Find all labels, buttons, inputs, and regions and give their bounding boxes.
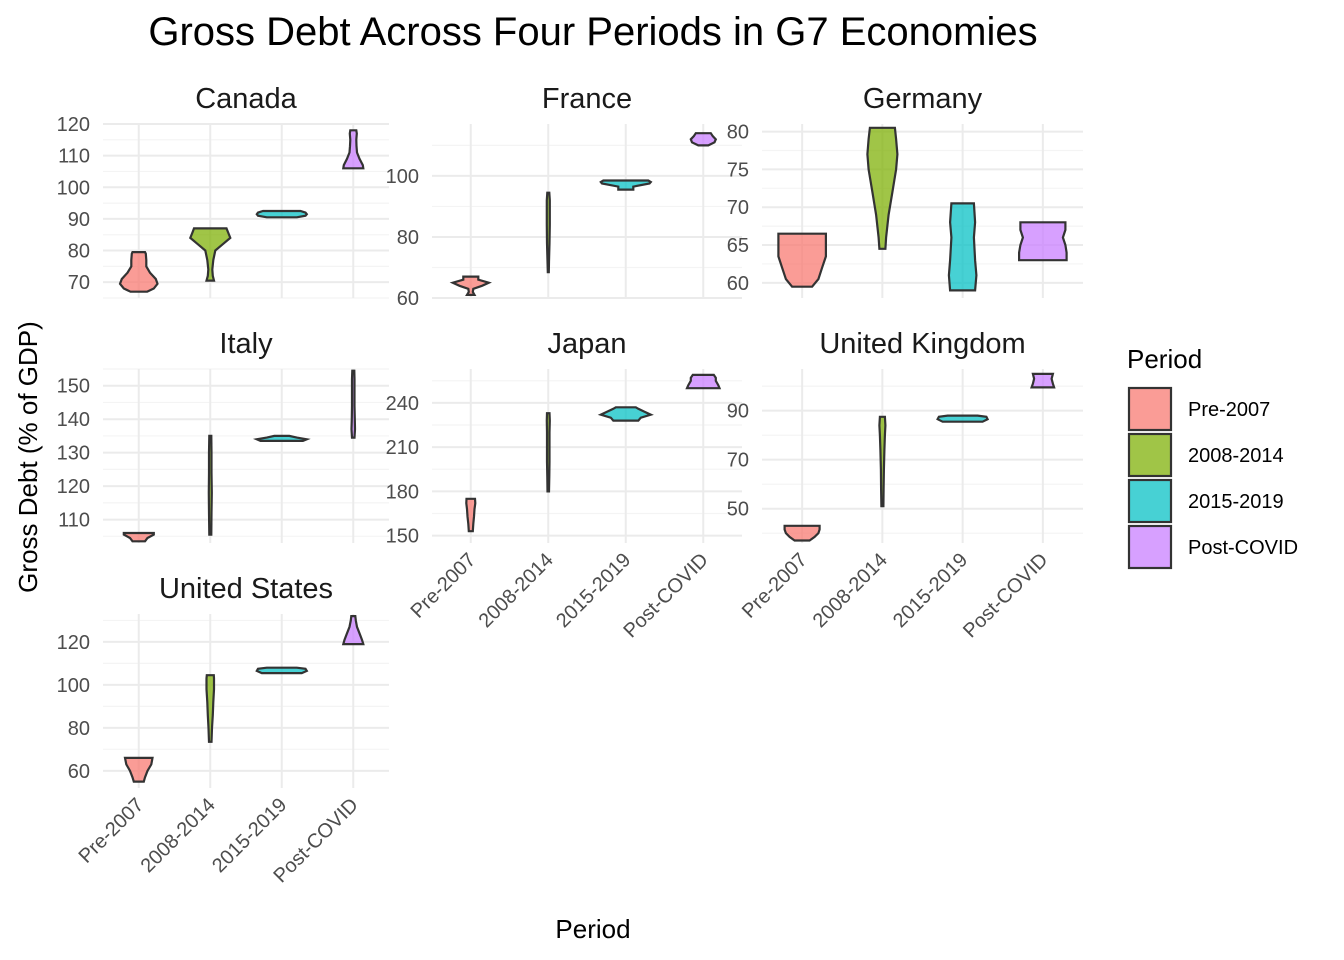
violin-germany-2008-2014 [866,126,899,250]
y-tick-label: 150 [57,376,90,398]
violin-canada-pre-2007 [118,251,159,293]
y-tick-label: 110 [58,510,90,532]
violin-italy-2015-2019 [252,434,311,442]
y-tick-label: 90 [68,209,90,231]
violin-canada-2015-2019 [255,209,309,219]
legend-label-pre-2007: Pre-2007 [1188,399,1270,421]
violin-japan-post-covid [685,373,722,390]
legend-key-post-covid [1127,524,1173,570]
violin-japan-pre-2007 [465,497,477,533]
violin-france-2015-2019 [599,179,653,191]
facet-title: Japan [547,328,626,360]
y-tick-label: 240 [386,393,419,415]
violin-united-states-post-covid [341,615,365,646]
facet-panels: 70 80 90 100 110 120 Canada 60 80 100 France 60 65 70… [57,83,1083,887]
y-tick-label: 60 [68,761,90,783]
y-tick-label: 60 [727,273,749,295]
y-tick-label: 150 [386,526,419,548]
facet-title: France [542,83,632,115]
facet-title: United States [159,573,333,605]
y-tick-label: 100 [57,675,90,697]
facet-title: Italy [219,328,273,360]
y-tick-label: 70 [68,272,90,294]
chart-title: Gross Debt Across Four Periods in G7 Eco… [148,10,1037,54]
y-tick-label: 80 [68,241,90,263]
violin-united-states-pre-2007 [123,756,154,783]
violin-france-post-covid [689,132,718,147]
x-tick-label: 2008-2014 [475,549,558,632]
y-tick-label: 120 [57,114,90,136]
y-tick-label: 70 [727,450,749,472]
facet-title: Germany [863,83,983,115]
y-tick-label: 140 [57,409,90,431]
violin-germany-pre-2007 [777,232,827,288]
x-tick-label: 2015-2019 [552,549,635,632]
y-tick-label: 90 [727,401,749,423]
legend: Period Pre-2007 2008-2014 2015-2019 Post-CO… [1127,344,1298,570]
x-tick-label: 2015-2019 [889,549,972,632]
y-tick-label: 70 [727,197,749,219]
y-tick-label: 130 [57,443,90,465]
violin-germany-2015-2019 [947,202,978,292]
y-axis-title: Gross Debt (% of GDP) [13,321,43,593]
x-axis-title: Period [555,914,630,944]
facet-united-kingdom: 50 70 90 United Kingdom Pre-20072008-2014201… [727,328,1083,642]
y-tick-label: 75 [727,159,749,181]
facet-germany: 60 65 70 75 80 Germany [727,83,1083,298]
violin-italy-pre-2007 [122,531,155,543]
y-tick-label: 80 [727,122,749,144]
y-tick-label: 110 [58,146,90,168]
legend-label-post-covid: Post-COVID [1188,537,1298,559]
x-tick-label: Pre-2007 [738,549,812,623]
violin-united-kingdom-pre-2007 [783,524,821,542]
x-tick-label: 2008-2014 [809,549,892,632]
x-tick-label: 2008-2014 [137,794,220,877]
x-tick-label: Post-COVID [959,549,1052,642]
facet-france: 60 80 100 France [386,83,742,310]
y-tick-label: 80 [397,227,419,249]
violin-italy-post-covid [350,369,357,439]
x-tick-label: Pre-2007 [75,794,149,868]
y-tick-label: 100 [57,177,90,199]
violin-france-2008-2014 [545,191,551,274]
x-tick-label: Pre-2007 [407,549,481,623]
y-tick-label: 80 [68,718,90,740]
facet-italy: 110 120 130 140 150 Italy [57,328,389,543]
facet-canada: 70 80 90 100 110 120 Canada [57,83,389,299]
violin-united-kingdom-post-covid [1030,372,1056,389]
violin-germany-post-covid [1018,221,1068,262]
legend-label-2008-2014: 2008-2014 [1188,445,1284,467]
facet-title: Canada [195,83,297,115]
legend-key-2015-2019 [1127,478,1173,524]
facet-japan: 150 180 210 240 Japan Pre-20072008-20142015-2… [386,328,742,642]
y-tick-label: 120 [57,632,90,654]
y-tick-label: 65 [727,235,749,257]
facet-title: United Kingdom [819,328,1025,360]
facet-united-states: 60 80 100 120 United States Pre-20072008-2014… [57,573,389,887]
violin-japan-2015-2019 [597,406,654,422]
legend-key-2008-2014 [1127,432,1173,478]
legend-label-2015-2019: 2015-2019 [1188,491,1284,513]
violin-canada-post-covid [342,129,365,170]
violin-japan-2008-2014 [545,412,551,493]
legend-title: Period [1127,344,1202,374]
y-tick-label: 210 [386,437,419,459]
violin-italy-2008-2014 [207,434,213,536]
y-tick-label: 180 [386,481,419,503]
violin-united-states-2015-2019 [255,666,309,675]
y-tick-label: 50 [727,499,749,521]
violin-united-kingdom-2015-2019 [936,414,990,423]
y-tick-label: 60 [397,288,419,310]
violin-united-kingdom-2008-2014 [878,415,887,508]
violin-united-states-2008-2014 [205,674,216,743]
y-tick-label: 120 [57,476,90,498]
legend-key-pre-2007 [1127,386,1173,432]
violin-france-pre-2007 [449,275,492,296]
violin-canada-2008-2014 [188,227,232,282]
y-tick-label: 100 [386,166,419,188]
